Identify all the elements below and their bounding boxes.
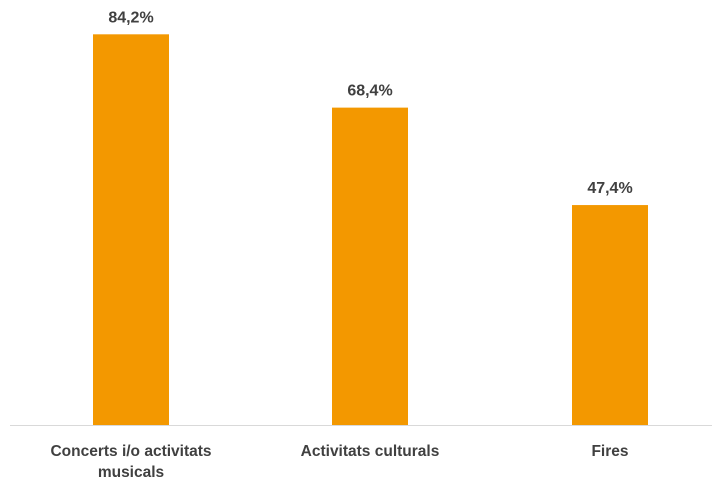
data-label-2: 68,4%: [347, 83, 392, 100]
bars-group: [93, 34, 648, 426]
category-label-2: Activitats culturals: [301, 443, 440, 460]
bar-2: [332, 107, 408, 426]
bar-3: [572, 205, 648, 425]
category-labels-group: Concerts i/o activitats musicals Activitat…: [50, 443, 628, 481]
category-label-1: Concerts i/o activitats musicals: [50, 443, 211, 481]
category-label-3: Fires: [591, 443, 628, 460]
data-label-1: 84,2%: [108, 9, 153, 26]
data-label-3: 47,4%: [587, 180, 632, 197]
bar-1: [93, 34, 169, 425]
data-labels-group: 84,2% 68,4% 47,4%: [108, 9, 632, 197]
